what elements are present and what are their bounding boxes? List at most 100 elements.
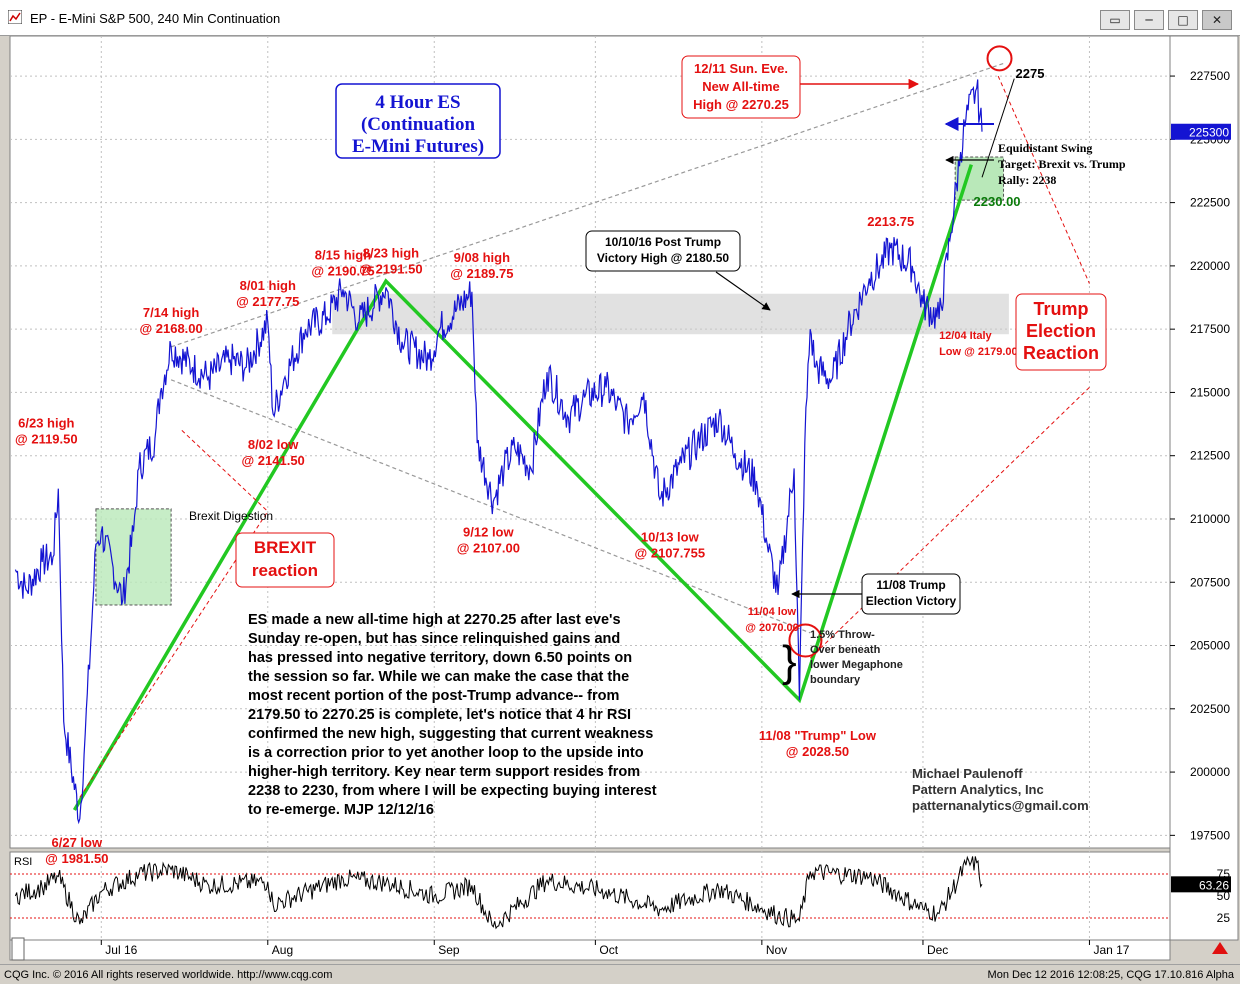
annotation-a-802: 8/02 low @ 2141.50: [242, 437, 305, 468]
annotation-line: 2230.00: [974, 194, 1021, 209]
y-tick-label: 222500: [1190, 196, 1230, 210]
annotation-line: 6/27 low: [52, 835, 103, 850]
brexit-projection-line: [79, 511, 269, 798]
swing-target-label: Equidistant Swing: [998, 141, 1092, 155]
y-tick-label: 215000: [1190, 385, 1230, 399]
close-button[interactable]: ✕: [1202, 10, 1232, 30]
post-trump-callout-line: Victory High @ 2180.50: [597, 251, 730, 265]
rsi-line: [14, 855, 983, 930]
commentary-line: confirmed the new high, suggesting that …: [248, 726, 653, 742]
annotation-line: @ 2141.50: [242, 453, 305, 468]
chart-title-line: (Continuation: [361, 114, 475, 135]
throwover-label: Over beneath: [810, 644, 881, 656]
election-victory-callout-line: 11/08 Trump: [876, 578, 945, 592]
election-victory-callout-line: Election Victory: [866, 594, 957, 608]
brexit-reaction-callout-line: reaction: [252, 561, 318, 580]
rsi-value-label: 63.26: [1199, 878, 1229, 892]
y-tick-label: 197500: [1190, 828, 1230, 842]
brexit-digestion-label: Brexit Digestion: [189, 509, 273, 523]
post-trump-arrow: [715, 271, 771, 311]
rsi-tick-label: 25: [1217, 911, 1231, 925]
brexit-projection-line: [181, 430, 269, 512]
y-tick-label: 212500: [1190, 449, 1230, 463]
swing-target-label: Target: Brexit vs. Trump: [998, 157, 1126, 171]
annotation-a-627: 6/27 low @ 1981.50: [45, 835, 108, 866]
new-high-callout: 12/11 Sun. Eve. New All-time High @ 2270.2…: [681, 55, 801, 119]
price-axis: [1169, 36, 1239, 941]
commentary-line: higher-high territory. Key near term sup…: [248, 764, 640, 780]
author-line: Pattern Analytics, Inc: [912, 782, 1044, 797]
annotation-line: 11/04 low: [748, 606, 797, 618]
scroll-right-icon: [1212, 942, 1228, 954]
throwover-label: boundary: [810, 674, 861, 686]
target-circle: [986, 45, 1013, 72]
annotation-line: @ 2191.50: [359, 261, 422, 276]
new-high-callout-line: New All-time: [702, 79, 780, 94]
annotation-line: 8/02 low: [248, 437, 299, 452]
swing-target-label: Rally: 2238: [998, 173, 1056, 187]
copyright-text: CQG Inc. © 2016 All rights reserved worl…: [4, 969, 333, 981]
y-tick-label: 220000: [1190, 259, 1230, 273]
y-tick-label: 217500: [1190, 322, 1230, 336]
rsi-value-tag: [1171, 876, 1231, 893]
last-price-label: 225300: [1189, 126, 1229, 140]
post-trump-callout-frame: [585, 230, 741, 272]
minimize-button[interactable]: ─: [1134, 10, 1164, 30]
commentary-line: is a correction prior to yet another loo…: [248, 745, 644, 761]
brexit-reaction-callout: BREXIT reaction: [235, 532, 335, 588]
annotation-a-1104: 11/04 low @ 2070.00: [745, 606, 799, 634]
annotation-a-912: 9/12 low @ 2107.00: [457, 524, 520, 555]
commentary-line: ES made a new all-time high at 2270.25 a…: [248, 612, 621, 628]
annotation-line: 8/15 high: [315, 247, 371, 262]
annotation-line: 9/12 low: [463, 524, 514, 539]
commentary-line: 2179.50 to 2270.25 is complete, let's no…: [248, 707, 631, 723]
lower-megaphone-line: [170, 379, 811, 634]
annotation-line: 12/04 Italy: [939, 330, 992, 342]
restore-layout-button[interactable]: ▭: [1100, 10, 1130, 30]
annotation-a-815: 8/15 high @ 2190.75: [311, 247, 374, 278]
y-tick-label: 200000: [1190, 765, 1230, 779]
annotation-line: 8/23 high: [363, 245, 419, 260]
rsi-tick-label: 50: [1217, 889, 1231, 903]
annotation-line: 6/23 high: [18, 416, 74, 431]
time-axis: [9, 939, 1171, 961]
swing-trendline: [72, 164, 973, 811]
election-victory-callout: 11/08 Trump Election Victory: [861, 573, 961, 615]
annotation-a-714: 7/14 high @ 2168.00: [139, 305, 202, 336]
status-bar: CQG Inc. © 2016 All rights reserved worl…: [0, 964, 1240, 984]
commentary-line: the session so far. While we can make th…: [248, 669, 629, 685]
annotation-line: 2213.75: [867, 214, 914, 229]
commentary-line: has pressed into negative territory, dow…: [248, 650, 632, 666]
election-victory-callout-frame: [861, 573, 961, 615]
annotation-line: 11/08 "Trump" Low: [759, 728, 877, 743]
x-tick-label: Dec: [927, 943, 948, 957]
annotation-line: 8/01 high: [240, 278, 296, 293]
y-tick-label: 205000: [1190, 639, 1230, 653]
annotation-line: Low @ 2179.00: [939, 346, 1018, 358]
y-tick-label: 227500: [1190, 69, 1230, 83]
x-tick-label: Jul 16: [105, 943, 137, 957]
commentary-line: 2238 to 2230, from where I will be expec…: [248, 783, 657, 799]
chart-title-line: 4 Hour ES: [375, 92, 460, 113]
new-high-callout-line: 12/11 Sun. Eve.: [694, 61, 788, 76]
trump-projection-line: [809, 387, 1090, 659]
annotation-line: @ 2028.50: [786, 744, 849, 759]
maximize-button[interactable]: □: [1168, 10, 1198, 30]
trump-reaction-callout-line: Trump: [1033, 299, 1088, 319]
x-tick-label: Jan 17: [1093, 943, 1129, 957]
annotation-line: @ 2107.00: [457, 540, 520, 555]
annotation-line: @ 2168.00: [139, 321, 202, 336]
annotation-a-1013: 10/13 low @ 2107.755: [635, 529, 706, 560]
resistance-zone: [332, 293, 1009, 335]
annotation-a-908: 9/08 high @ 2189.75: [450, 250, 513, 281]
window-title: EP - E-Mini S&P 500, 240 Min Continuatio…: [30, 11, 281, 26]
annotation-line: @ 2190.75: [311, 263, 374, 278]
trump-reaction-callout-line: Election: [1026, 321, 1096, 341]
app-icon: [8, 10, 22, 24]
brexit-reaction-callout-line: BREXIT: [254, 538, 317, 557]
annotation-line: @ 2119.50: [15, 432, 78, 447]
trump-reaction-callout-frame: [1015, 293, 1107, 371]
